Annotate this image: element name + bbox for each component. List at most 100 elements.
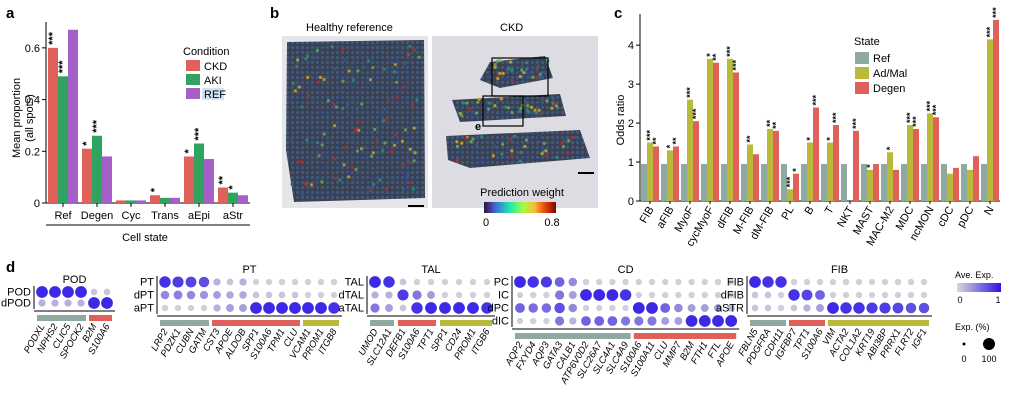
dot-pt-pdzk1 bbox=[172, 276, 184, 288]
colorbar-title: Prediction weight bbox=[480, 187, 564, 199]
dot-pt-cst3 bbox=[213, 278, 221, 286]
dotplot-pt: PTPTdPTaPTLRP2PDZK1CUBNGATMCST3APOEALDOB… bbox=[134, 264, 342, 362]
legend-expr-title: Ave. Exp. bbox=[955, 270, 993, 280]
dot-fib-krt19 bbox=[868, 278, 876, 286]
ckd-spot bbox=[526, 103, 530, 108]
ckd-spot bbox=[504, 105, 508, 109]
dot-pc-apoe bbox=[728, 278, 735, 286]
healthy-scale-bar bbox=[408, 205, 424, 207]
ckd-spot bbox=[535, 72, 539, 76]
ckd-spot bbox=[519, 106, 523, 110]
healthy-spot bbox=[367, 153, 371, 157]
dot-astr-igf1 bbox=[918, 302, 930, 314]
dot-astr-fbln5 bbox=[751, 304, 759, 312]
ckd-spot bbox=[551, 101, 555, 106]
ckd-spot bbox=[479, 135, 484, 139]
dot-dic-ftl bbox=[712, 315, 724, 327]
dot-dfib-col1a2 bbox=[855, 291, 863, 299]
ckd-spot bbox=[493, 65, 497, 69]
ckd-spot bbox=[522, 71, 526, 75]
bar-b-ref bbox=[801, 163, 807, 201]
ckd-spot bbox=[471, 137, 475, 141]
dot-fib-abi3bp bbox=[881, 278, 889, 286]
dot-ic-atp6v0d2 bbox=[580, 289, 592, 301]
significance-fib-degen: ** bbox=[651, 137, 661, 145]
ckd-spot bbox=[563, 139, 567, 143]
dot-dpt-spp1 bbox=[252, 291, 260, 299]
dot-pc-mmp7 bbox=[675, 278, 682, 286]
significance-aepi-ckd: * bbox=[183, 148, 195, 153]
dot-dpc-fth1 bbox=[700, 304, 709, 312]
dotplot-row-label-atal: aTAL bbox=[339, 303, 364, 315]
dot-pt-lrp2 bbox=[159, 276, 171, 288]
legend-expr-max: 1 bbox=[995, 295, 1000, 305]
bar-afib-ref bbox=[661, 163, 667, 201]
dot-dtal-spp1 bbox=[441, 291, 449, 299]
panel-c-xtick-label-cdc: cDC bbox=[936, 204, 957, 229]
healthy-spot bbox=[332, 124, 337, 128]
dot-dpt-pdzk1 bbox=[173, 290, 183, 300]
healthy-spot bbox=[321, 112, 325, 117]
healthy-spot bbox=[355, 149, 359, 153]
ckd-spot bbox=[540, 152, 544, 156]
ckd-spot bbox=[544, 153, 548, 158]
ckd-spot bbox=[537, 108, 541, 112]
bar-mac-m2-ref bbox=[881, 163, 887, 201]
dot-dpc-gata3 bbox=[554, 302, 565, 314]
dot-dic-calb1 bbox=[569, 317, 577, 325]
dot-dpod-podxl bbox=[38, 299, 46, 307]
significance-trans-ckd: * bbox=[149, 187, 161, 192]
ckd-spot bbox=[518, 74, 522, 79]
healthy-spot bbox=[361, 153, 365, 157]
dot-ic-gata3 bbox=[555, 290, 565, 300]
bar-astr-aki bbox=[228, 192, 238, 203]
dotplot-row-label-dpt: dPT bbox=[134, 290, 154, 302]
ckd-spot bbox=[505, 148, 509, 152]
ckd-spot bbox=[500, 152, 504, 156]
healthy-spot bbox=[362, 65, 366, 69]
ckd-spot bbox=[461, 101, 465, 105]
ckd-spot bbox=[551, 97, 555, 101]
healthy-spot bbox=[290, 182, 294, 186]
dot-dpt-aldob bbox=[239, 291, 247, 299]
panel-a-ytick-label: 0.2 bbox=[25, 146, 40, 158]
bar-fib-ref bbox=[641, 163, 647, 201]
ckd-spot bbox=[509, 137, 513, 141]
ckd-spot bbox=[524, 106, 528, 110]
dot-apt-apoe bbox=[226, 304, 234, 312]
panel-a-ytick-label: 0.6 bbox=[25, 43, 40, 55]
ckd-spot bbox=[544, 149, 548, 153]
dot-pc-fxyd4 bbox=[527, 276, 539, 288]
dot-atal-prom1 bbox=[467, 302, 479, 314]
ckd-spot bbox=[554, 101, 558, 106]
significance-pl-degen: * bbox=[791, 168, 801, 172]
bar-degen-ckd bbox=[82, 148, 92, 203]
significance-afib-degen: ** bbox=[671, 137, 681, 145]
ckd-spot bbox=[493, 144, 497, 148]
dot-dpc-fxyd4 bbox=[528, 303, 538, 313]
panel-c-ytick-label: 0 bbox=[628, 196, 634, 208]
significance-mast-ad-mal: * bbox=[865, 164, 875, 168]
significance-ncmon-ad-mal: *** bbox=[925, 100, 935, 111]
dot-dpt-prom1 bbox=[317, 291, 325, 299]
healthy-spot bbox=[320, 176, 325, 180]
bar-pdc-ad-mal bbox=[967, 169, 973, 201]
ckd-spot bbox=[538, 112, 543, 117]
bar-ref-ckd bbox=[48, 47, 58, 203]
ckd-spot bbox=[519, 150, 523, 154]
dot-pt-s100a6 bbox=[265, 278, 273, 286]
ckd-spot bbox=[458, 148, 462, 152]
dot-dpt-cst3 bbox=[213, 291, 221, 299]
bar-dfib-ref bbox=[721, 163, 727, 201]
ckd-spot bbox=[496, 76, 500, 81]
significance-astr-aki: * bbox=[227, 185, 239, 190]
healthy-spot bbox=[353, 44, 357, 49]
significance-aepi-aki: *** bbox=[193, 127, 205, 141]
panel-d-letter: d bbox=[6, 259, 15, 276]
healthy-spot bbox=[322, 153, 326, 157]
gene-category-bar bbox=[750, 320, 786, 326]
legend-size-min-dot bbox=[962, 342, 966, 346]
legend-swatch-degen bbox=[855, 82, 869, 94]
healthy-spot bbox=[300, 83, 304, 87]
